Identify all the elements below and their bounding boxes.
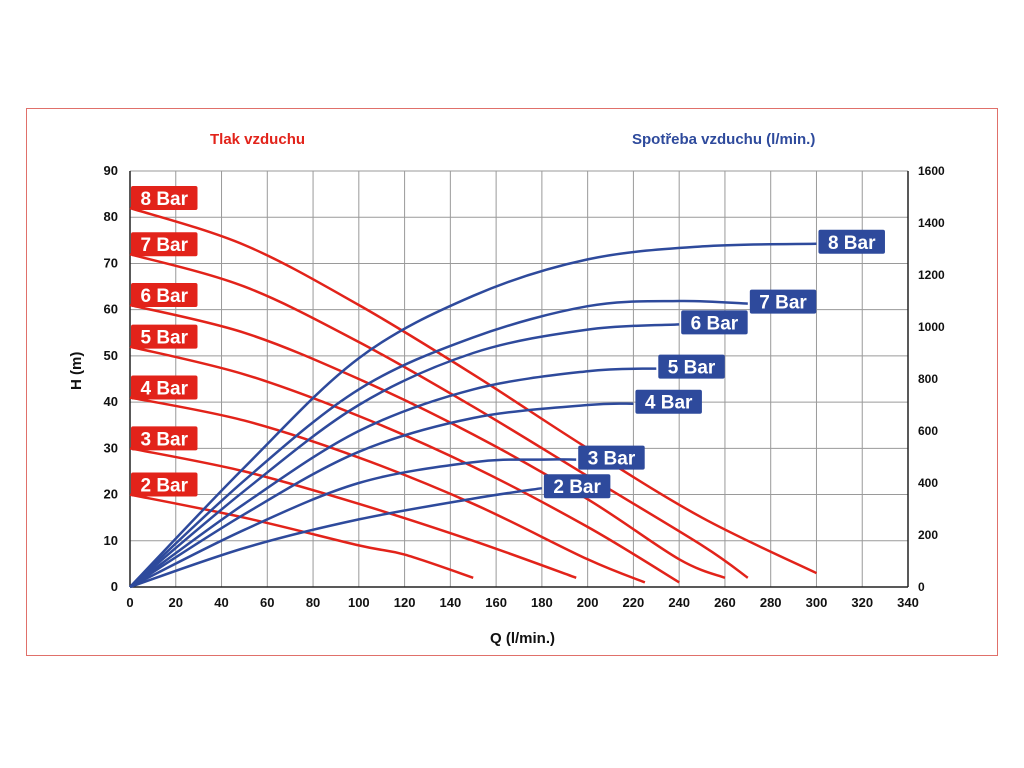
air-series-label: 6 Bar — [691, 313, 739, 334]
head-series-label-box — [131, 324, 198, 349]
x-tick-label: 200 — [577, 595, 599, 610]
head-curve-line — [129, 206, 818, 575]
air-series-label-box — [543, 474, 611, 499]
y-tick-label-left: 20 — [104, 487, 118, 502]
head-series-label-box — [131, 283, 198, 308]
x-tick-label: 260 — [714, 595, 736, 610]
y-tick-label-left: 30 — [104, 440, 118, 455]
y-tick-label-right: 400 — [918, 476, 938, 490]
air-series-label: 7 Bar — [759, 293, 807, 314]
x-tick-label: 40 — [214, 595, 228, 610]
y-tick-label-right: 1000 — [918, 320, 945, 334]
chart-frame — [26, 108, 998, 656]
head-series-label: 2 Bar — [140, 476, 188, 497]
y-tick-label-right: 1200 — [918, 268, 945, 282]
air-consumption-line — [129, 299, 748, 588]
air-series-label-box — [681, 310, 748, 335]
air-series-label: 8 Bar — [828, 233, 876, 254]
air-series-label-box — [658, 354, 725, 379]
air-consumption-line — [129, 458, 577, 589]
head-curve-line — [129, 303, 726, 579]
x-tick-label: 300 — [806, 595, 828, 610]
head-curve-line — [129, 396, 646, 584]
y-tick-label-left: 40 — [104, 394, 118, 409]
y-tick-label-left: 70 — [104, 255, 118, 270]
head-series-label-box — [131, 375, 198, 400]
y-tick-label-right: 1600 — [918, 164, 945, 178]
air-series-label: 2 Bar — [553, 477, 601, 498]
head-series-label: 4 Bar — [140, 378, 188, 399]
x-tick-label: 0 — [126, 595, 133, 610]
x-axis-label: Q (l/min.) — [490, 630, 555, 647]
head-series-label-box — [131, 426, 198, 451]
x-tick-label: 100 — [348, 595, 370, 610]
x-tick-label: 340 — [897, 595, 919, 610]
air-consumption-line — [129, 486, 543, 589]
head-series-label: 7 Bar — [140, 235, 188, 256]
air-series-label: 3 Bar — [588, 449, 636, 470]
y-tick-label-right: 800 — [918, 372, 938, 386]
head-series-label: 5 Bar — [140, 328, 188, 349]
x-tick-label: 280 — [760, 595, 782, 610]
head-series-label-box — [131, 232, 198, 257]
y-tick-label-right: 1400 — [918, 216, 945, 230]
y-tick-label-right: 600 — [918, 424, 938, 438]
x-tick-label: 320 — [851, 595, 873, 610]
head-curve-line — [129, 447, 577, 579]
head-curve-line — [129, 252, 749, 579]
left-series-title: Tlak vzduchu — [210, 131, 306, 148]
y-tick-label-right: 200 — [918, 528, 938, 542]
air-series-label: 5 Bar — [668, 358, 716, 379]
y-tick-label-left: 90 — [104, 163, 118, 178]
air-series-label-box — [635, 389, 702, 414]
head-curve-line — [129, 345, 680, 584]
x-tick-label: 120 — [394, 595, 416, 610]
y-tick-label-left: 0 — [111, 579, 118, 594]
air-consumption-line — [129, 367, 657, 589]
air-series-label: 4 Bar — [645, 393, 693, 414]
x-tick-label: 140 — [440, 595, 462, 610]
right-series-title: Spotřeba vzduchu (l/min.) — [632, 131, 816, 148]
air-series-label-box — [749, 289, 817, 314]
air-consumption-line — [129, 242, 817, 588]
air-series-label-box — [578, 445, 645, 470]
y-tick-label-right: 0 — [918, 580, 925, 594]
x-tick-label: 220 — [623, 595, 645, 610]
x-tick-label: 180 — [531, 595, 553, 610]
head-series-label-box — [131, 185, 198, 210]
head-series-label: 3 Bar — [140, 429, 188, 450]
air-consumption-line — [129, 323, 680, 588]
head-series-label: 6 Bar — [140, 286, 188, 307]
y-tick-label-left: 80 — [104, 209, 118, 224]
x-tick-label: 240 — [668, 595, 690, 610]
x-tick-label: 20 — [169, 595, 183, 610]
x-tick-label: 160 — [485, 595, 507, 610]
head-curve-line — [129, 493, 474, 579]
y-tick-label-left: 50 — [104, 348, 118, 363]
head-series-label-box — [131, 472, 198, 497]
y-tick-label-left: 60 — [104, 302, 118, 317]
x-tick-label: 80 — [306, 595, 320, 610]
head-series-label: 8 Bar — [140, 189, 188, 210]
air-consumption-line — [129, 402, 634, 589]
air-series-label-box — [818, 229, 885, 254]
y-tick-label-left: 10 — [104, 533, 118, 548]
x-tick-label: 60 — [260, 595, 274, 610]
